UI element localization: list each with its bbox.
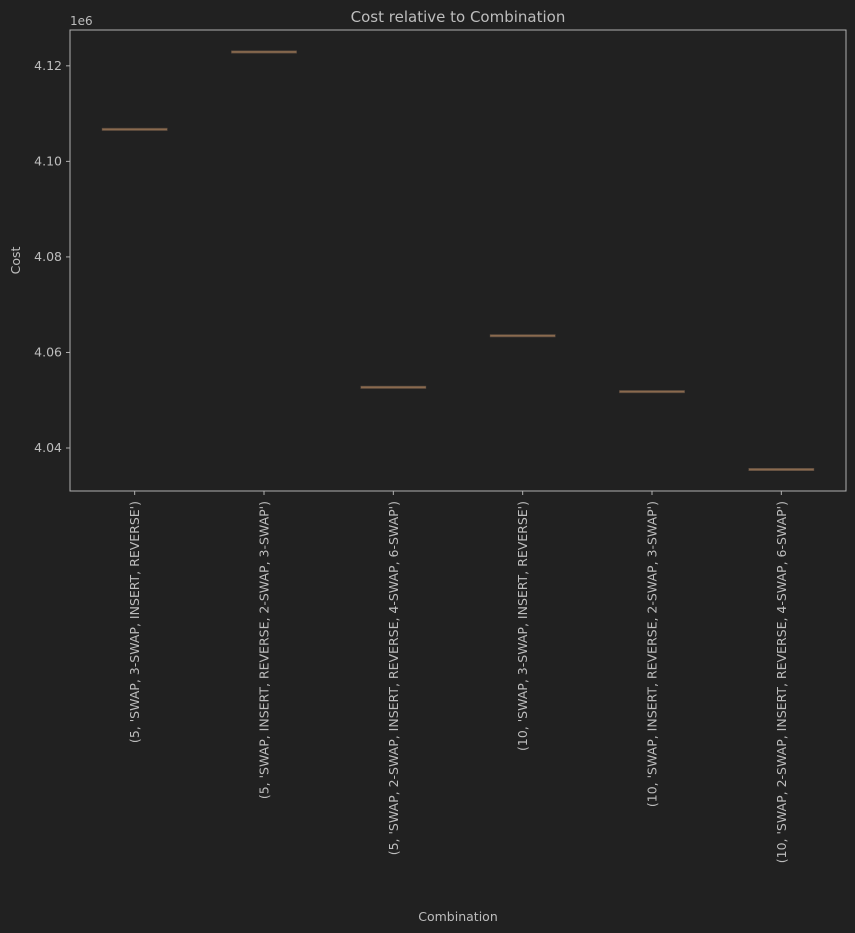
- x-tick-label: (5, 'SWAP, 2-SWAP, INSERT, REVERSE, 4-SW…: [386, 501, 401, 855]
- x-tick-label: (10, 'SWAP, INSERT, REVERSE, 2-SWAP, 3-S…: [645, 501, 660, 807]
- y-tick-label: 4.06: [34, 344, 62, 359]
- y-tick-label: 4.12: [34, 58, 62, 73]
- plot-area: 4.04 4.06 4.08 4.10 4.12 (5, 'SWAP, 3-SWAP, …: [34, 29, 847, 863]
- x-tick-label: (10, 'SWAP, 3-SWAP, INSERT, REVERSE'): [515, 501, 530, 751]
- box-series: [101, 50, 815, 472]
- y-tick-label: 4.04: [34, 440, 62, 455]
- y-axis-label: Cost: [8, 247, 23, 275]
- y-axis-offset-label: 1e6: [70, 14, 93, 28]
- x-axis-label: Combination: [418, 909, 498, 924]
- y-tick-label: 4.10: [34, 153, 62, 168]
- y-tick-label: 4.08: [34, 249, 62, 264]
- x-tick-label: (10, 'SWAP, 2-SWAP, INSERT, REVERSE, 4-S…: [774, 501, 789, 863]
- y-axis-ticks: 4.04 4.06 4.08 4.10 4.12: [34, 58, 70, 455]
- x-axis-ticks: (5, 'SWAP, 3-SWAP, INSERT, REVERSE') (5, …: [127, 491, 789, 863]
- chart-title: Cost relative to Combination: [351, 8, 566, 26]
- axes-frame: [69, 29, 847, 492]
- x-tick-label: (5, 'SWAP, 3-SWAP, INSERT, REVERSE'): [127, 501, 142, 743]
- x-tick-label: (5, 'SWAP, INSERT, REVERSE, 2-SWAP, 3-SW…: [257, 501, 272, 799]
